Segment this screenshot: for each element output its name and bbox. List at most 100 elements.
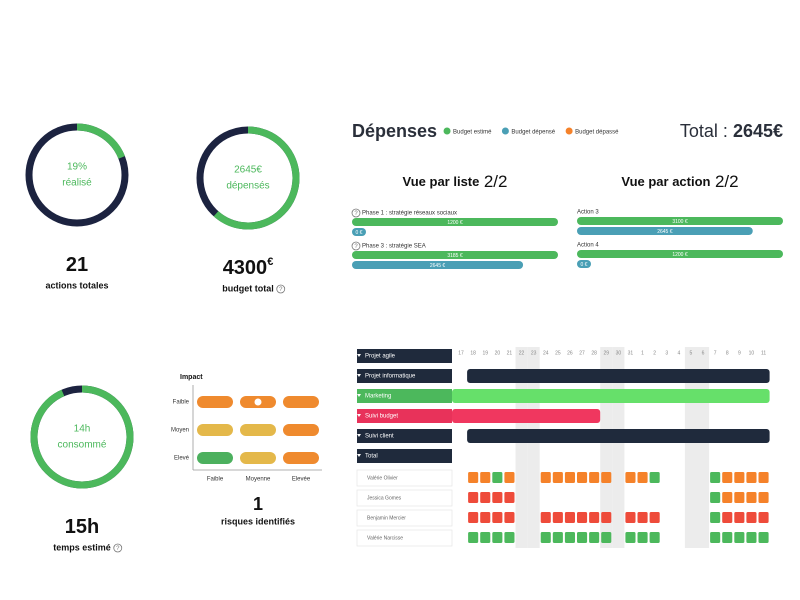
load-cell <box>746 512 757 523</box>
ring-progress <box>25 123 129 227</box>
row-name: Projet agile <box>365 354 396 360</box>
load-cell <box>637 512 648 523</box>
load-cell <box>540 532 551 543</box>
risk-cell <box>197 396 233 408</box>
row-toggle <box>357 394 361 397</box>
day-label: 29 <box>603 350 609 356</box>
day-label: 24 <box>543 350 549 356</box>
load-cell <box>577 512 588 523</box>
row-toggle <box>357 374 361 377</box>
row-header <box>357 409 452 423</box>
bar-label: 1200 € <box>672 252 688 258</box>
load-cell <box>589 472 600 483</box>
day-label: 31 <box>628 350 634 356</box>
risk-cell <box>283 452 319 464</box>
day-label: 20 <box>495 350 501 356</box>
load-cell <box>746 492 757 503</box>
bar-spent <box>577 227 753 235</box>
day-label: 1 <box>641 350 644 356</box>
person-name: Benjamin Mercier <box>367 515 406 521</box>
gantt-bar <box>467 429 770 443</box>
load-cell <box>468 532 479 543</box>
risk-cell <box>197 452 233 464</box>
bar-spent <box>577 260 591 268</box>
load-cell <box>758 472 769 483</box>
day-label: 5 <box>690 350 693 356</box>
load-cell <box>710 512 721 523</box>
load-cell <box>625 532 636 543</box>
gantt-bar <box>452 409 601 423</box>
load-cell <box>625 472 636 483</box>
bar-spent <box>352 228 366 236</box>
load-cell <box>722 512 733 523</box>
row-name: Total <box>365 454 378 460</box>
load-cell <box>589 532 600 543</box>
help-icon <box>351 241 361 251</box>
bar-label: 0 € <box>581 262 588 268</box>
bar-label: 2645 € <box>657 229 673 235</box>
load-cell <box>589 512 600 523</box>
load-cell <box>601 532 612 543</box>
view-title: Vue par liste <box>403 174 480 189</box>
load-cell <box>564 512 575 523</box>
load-cell <box>577 472 588 483</box>
bar-estimated <box>577 217 783 225</box>
kpi-caption: actions totales <box>45 280 108 290</box>
load-cell <box>468 492 479 503</box>
load-cell <box>746 532 757 543</box>
help-icon-text: ? <box>354 211 358 217</box>
risk-cell <box>240 452 276 464</box>
risk-cell <box>283 396 319 408</box>
load-cell <box>758 512 769 523</box>
load-cell <box>601 472 612 483</box>
load-cell <box>722 472 733 483</box>
risk-cell <box>283 424 319 436</box>
kpi-value: 15h <box>65 516 99 538</box>
load-cell <box>540 512 551 523</box>
load-cell <box>492 492 503 503</box>
day-label: 11 <box>761 350 766 356</box>
load-cell <box>540 472 551 483</box>
load-cell <box>734 512 745 523</box>
bar-estimated <box>352 218 558 226</box>
expenses-title: Dépenses <box>352 121 437 141</box>
item-name: Action 3 <box>577 210 599 216</box>
day-label: 10 <box>749 350 755 356</box>
risk-row-label: Moyen <box>171 428 189 434</box>
load-cell <box>552 512 563 523</box>
legend-dot <box>443 127 451 135</box>
person-header <box>356 529 453 547</box>
load-cell <box>710 472 721 483</box>
row-toggle <box>357 454 361 457</box>
day-label: 22 <box>519 350 525 356</box>
ring-caption: dépensés <box>226 181 269 192</box>
person-header <box>356 469 453 487</box>
bar-spent <box>352 261 524 269</box>
expenses-total: Total : 2645€ <box>680 121 783 141</box>
total-label: Total : <box>680 121 728 141</box>
gantt-bar <box>452 389 770 403</box>
bar-estimated <box>352 251 558 259</box>
load-cell <box>601 512 612 523</box>
day-label: 18 <box>470 350 476 356</box>
help-icon <box>113 543 123 553</box>
row-toggle <box>357 354 361 357</box>
help-icon-text: ? <box>116 546 120 552</box>
load-cell <box>734 532 745 543</box>
kpi-number: 15h <box>65 516 99 538</box>
load-cell <box>722 532 733 543</box>
risk-count: 1 <box>253 494 263 514</box>
day-label: 21 <box>507 350 513 356</box>
kpi-value: 21 <box>66 254 88 276</box>
load-cell <box>504 492 515 503</box>
risk-col-label: Moyenne <box>246 477 271 483</box>
ring-progress <box>196 126 300 230</box>
person-name: Valérie Olivier <box>367 475 398 481</box>
load-cell <box>480 512 491 523</box>
load-cell <box>710 532 721 543</box>
ring-label: 14h <box>74 424 91 435</box>
load-cell <box>552 472 563 483</box>
load-cell <box>758 492 769 503</box>
load-cell <box>637 472 648 483</box>
person-header <box>356 489 453 507</box>
